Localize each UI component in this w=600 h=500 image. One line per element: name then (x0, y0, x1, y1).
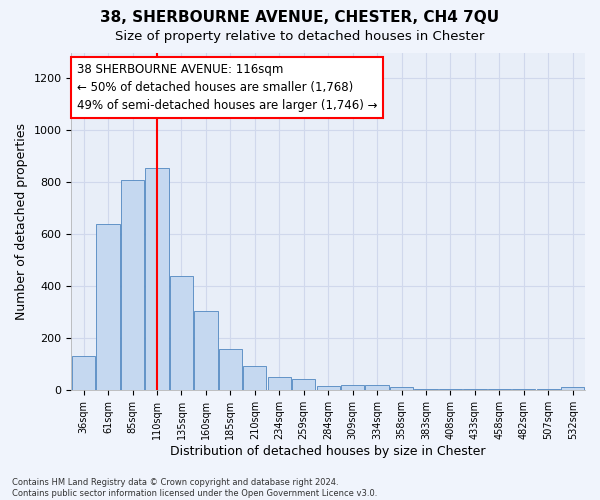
Bar (341, 385, 364, 390)
Text: 38 SHERBOURNE AVENUE: 116sqm
← 50% of detached houses are smaller (1,768)
49% of: 38 SHERBOURNE AVENUE: 116sqm ← 50% of de… (77, 62, 377, 112)
X-axis label: Distribution of detached houses by size in Chester: Distribution of detached houses by size … (170, 444, 486, 458)
Text: Size of property relative to detached houses in Chester: Size of property relative to detached ho… (115, 30, 485, 43)
Bar (145, 168, 169, 390)
Bar (97, 224, 120, 390)
Bar (219, 349, 242, 390)
Bar (170, 276, 193, 390)
Bar (415, 388, 437, 390)
Bar (72, 356, 95, 390)
Bar (439, 389, 462, 390)
Bar (243, 366, 266, 390)
Bar (365, 385, 389, 390)
Bar (390, 388, 413, 390)
Y-axis label: Number of detached properties: Number of detached properties (15, 122, 28, 320)
Bar (561, 388, 584, 390)
Bar (194, 310, 218, 390)
Bar (121, 180, 144, 390)
Text: Contains HM Land Registry data © Crown copyright and database right 2024.
Contai: Contains HM Land Registry data © Crown c… (12, 478, 377, 498)
Text: 38, SHERBOURNE AVENUE, CHESTER, CH4 7QU: 38, SHERBOURNE AVENUE, CHESTER, CH4 7QU (100, 10, 500, 25)
Bar (292, 380, 316, 390)
Bar (317, 386, 340, 390)
Bar (268, 377, 291, 390)
